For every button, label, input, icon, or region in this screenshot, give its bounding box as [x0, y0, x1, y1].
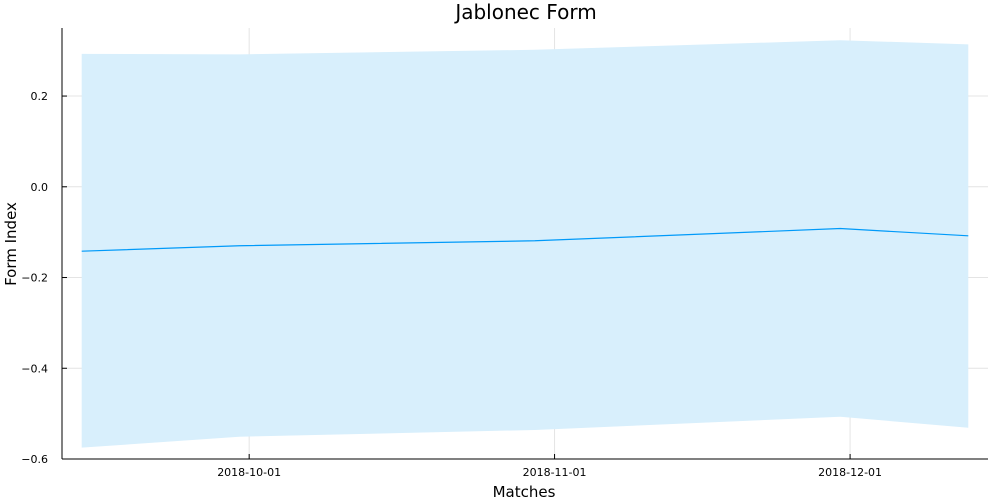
y-tick-label: 0.2 [31, 90, 49, 103]
series-line [81, 227, 969, 252]
x-axis-label: Matches [493, 483, 556, 500]
x-tick-label: 2018-11-01 [523, 466, 587, 479]
series-line-group [81, 227, 969, 252]
y-axis-label: Form Index [2, 202, 20, 286]
y-tick-label: −0.6 [21, 453, 48, 466]
confidence-band [81, 40, 969, 448]
x-tick-label: 2018-10-01 [217, 466, 281, 479]
confidence-band-area [81, 40, 969, 448]
x-tick-label: 2018-12-01 [818, 466, 882, 479]
y-tick-label: 0.0 [31, 181, 49, 194]
y-tick-label: −0.2 [21, 272, 48, 285]
y-tick-label: −0.4 [21, 362, 48, 375]
chart-title: Jablonec Form [453, 0, 596, 24]
tick-labels: 2018-10-01 2018-11-01 2018-12-01 0.2 0.0 −0.2… [21, 90, 882, 479]
axes [61, 28, 988, 460]
